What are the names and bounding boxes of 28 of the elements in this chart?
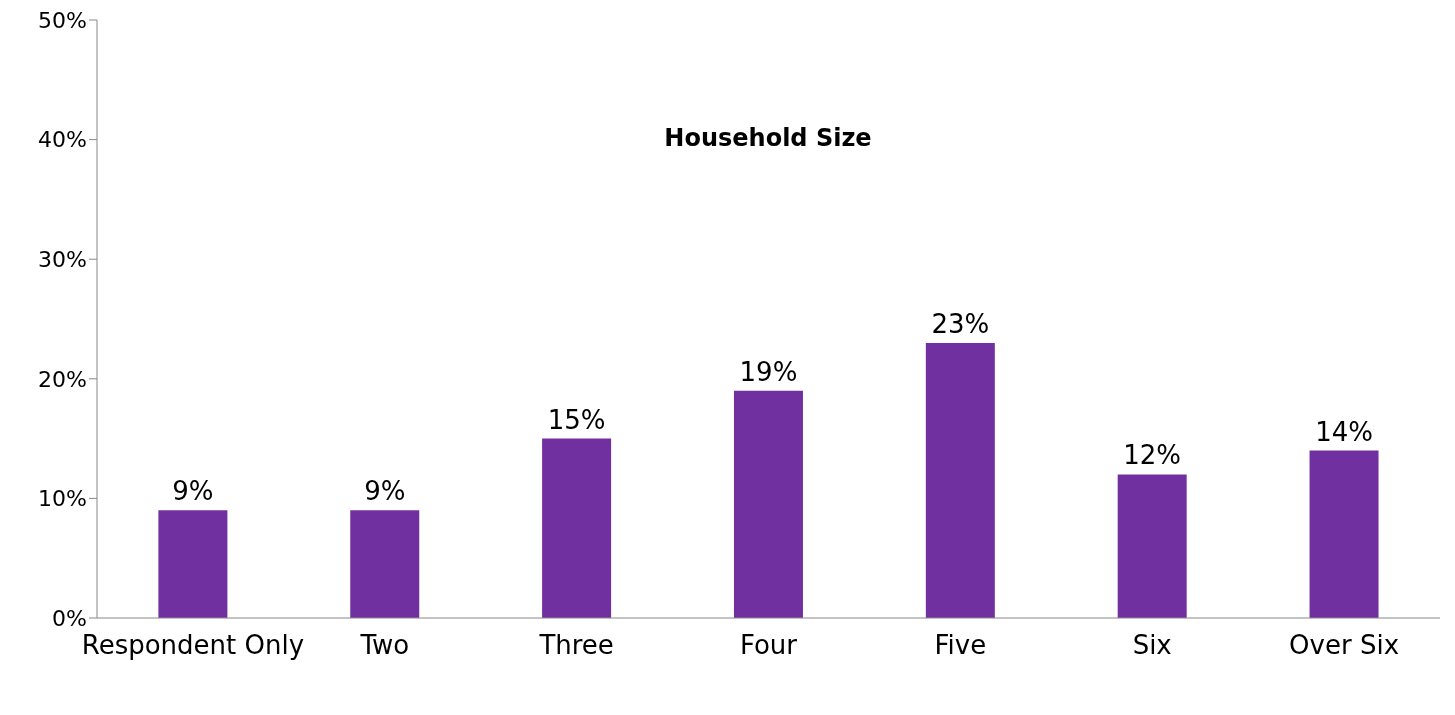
x-tick-label: Respondent Only: [81, 630, 305, 661]
text: Household Size: [664, 124, 872, 152]
bar: [1309, 450, 1379, 618]
data-label: 14%: [1315, 416, 1373, 447]
y-tick-label: 30%: [38, 247, 87, 273]
x-tick-label: Five: [934, 630, 987, 661]
y-tick-label: 20%: [38, 366, 87, 392]
data-label: 9%: [364, 476, 406, 507]
bar: [1117, 474, 1187, 618]
x-tick-label: Four: [739, 630, 798, 661]
y-tick-label: 40%: [38, 127, 87, 153]
bar: [733, 390, 803, 618]
x-tick-label: Two: [359, 630, 410, 661]
data-label: 23%: [931, 308, 990, 339]
x-tick-label: Over Six: [1289, 630, 1400, 661]
y-tick-label: 50%: [38, 7, 87, 33]
y-tick-label: 0%: [52, 605, 87, 631]
bar: [542, 438, 612, 618]
data-label: 12%: [1123, 440, 1182, 471]
y-tick-label: 10%: [38, 486, 87, 512]
bar: [350, 510, 420, 618]
x-tick-label: Six: [1132, 630, 1172, 661]
bar: [158, 510, 228, 618]
bar: [925, 342, 995, 618]
x-tick-label: Three: [538, 630, 614, 661]
data-label: 15%: [547, 404, 606, 435]
data-label: 19%: [739, 356, 798, 387]
data-label: 9%: [172, 476, 214, 507]
